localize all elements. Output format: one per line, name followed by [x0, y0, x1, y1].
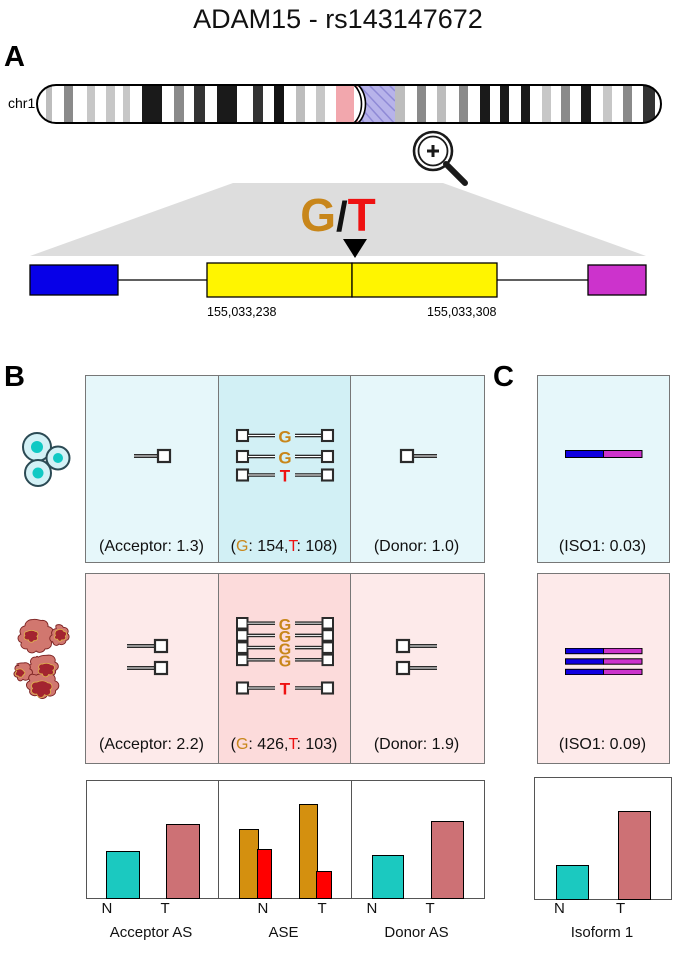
- svg-text:T: T: [280, 468, 291, 482]
- svg-text:G: G: [278, 428, 291, 447]
- svg-text:T: T: [280, 681, 291, 695]
- svg-text:G: G: [278, 449, 291, 468]
- svg-text:G: G: [279, 654, 291, 667]
